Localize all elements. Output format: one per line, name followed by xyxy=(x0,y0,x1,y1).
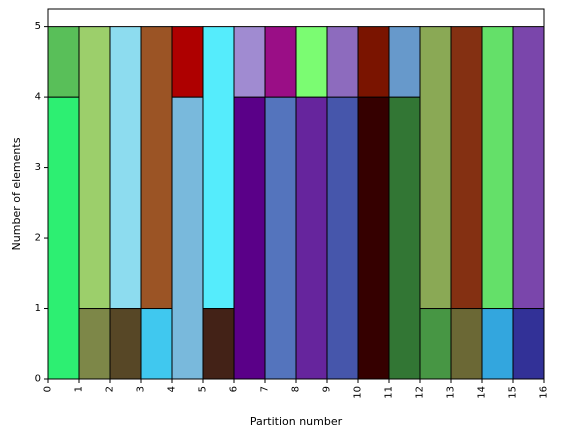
bar-segment xyxy=(140,308,173,380)
x-tick-label: 1 xyxy=(74,386,85,392)
y-tick-label: 3 xyxy=(35,162,41,173)
bar-segment xyxy=(512,26,545,310)
bar-segment xyxy=(233,26,266,98)
x-tick-label: 11 xyxy=(384,386,395,399)
bar-segment xyxy=(47,96,80,380)
x-tick-label: 7 xyxy=(260,386,271,392)
x-tick-label: 10 xyxy=(353,386,364,399)
bar-segment xyxy=(295,96,328,380)
bar-segment xyxy=(140,26,173,310)
x-tick-label: 13 xyxy=(446,386,457,399)
bar-segment xyxy=(357,96,390,380)
x-tick-label: 14 xyxy=(477,386,488,399)
bar-segment xyxy=(512,308,545,380)
bar-segment xyxy=(47,26,80,98)
bar-segment xyxy=(295,26,328,98)
bar-segment xyxy=(202,308,235,380)
y-tick-label: 1 xyxy=(35,303,41,314)
x-axis-ticks: 0 1 2 3 4 5 6 7 8 9 10 11 12 13 14 15 16 xyxy=(43,379,550,399)
bar-segment xyxy=(450,308,483,380)
y-tick-label: 4 xyxy=(35,92,41,103)
x-tick-label: 4 xyxy=(167,386,178,392)
bar-segment xyxy=(326,96,359,380)
x-tick-label: 6 xyxy=(229,386,240,392)
x-tick-label: 9 xyxy=(322,386,333,392)
x-tick-label: 16 xyxy=(539,386,550,399)
bar-segment xyxy=(171,26,204,98)
bar-segment xyxy=(78,26,111,310)
y-tick-label: 2 xyxy=(35,233,41,244)
bar-segment xyxy=(109,308,142,380)
bar-segment xyxy=(450,26,483,310)
bar-segment xyxy=(481,26,514,310)
bar-segment xyxy=(419,308,452,380)
bar-segment xyxy=(171,96,204,380)
y-tick-label: 0 xyxy=(35,374,41,385)
x-tick-label: 5 xyxy=(198,386,209,392)
bar-segment xyxy=(202,26,235,310)
bar-segment xyxy=(109,26,142,310)
bar-segment xyxy=(388,26,421,98)
bar-segment xyxy=(264,96,297,380)
x-tick-label: 12 xyxy=(415,386,426,399)
y-axis-ticks: 0 1 2 3 4 5 xyxy=(35,21,48,385)
x-tick-label: 0 xyxy=(43,386,54,392)
y-axis-label: Number of elements xyxy=(10,137,23,250)
x-tick-label: 2 xyxy=(105,386,116,392)
x-tick-label: 3 xyxy=(136,386,147,392)
bar-segment xyxy=(481,308,514,380)
bar-segment xyxy=(326,26,359,98)
bar-segment xyxy=(264,26,297,98)
bar-segment xyxy=(78,308,111,380)
bar-segments xyxy=(47,26,545,380)
bar-segment xyxy=(419,26,452,310)
y-tick-label: 5 xyxy=(35,21,41,32)
x-tick-label: 15 xyxy=(508,386,519,399)
bar-segment xyxy=(388,96,421,380)
x-tick-label: 8 xyxy=(291,386,302,392)
bar-segment xyxy=(233,96,266,380)
x-axis-label: Partition number xyxy=(250,415,343,428)
bar-segment xyxy=(357,26,390,98)
